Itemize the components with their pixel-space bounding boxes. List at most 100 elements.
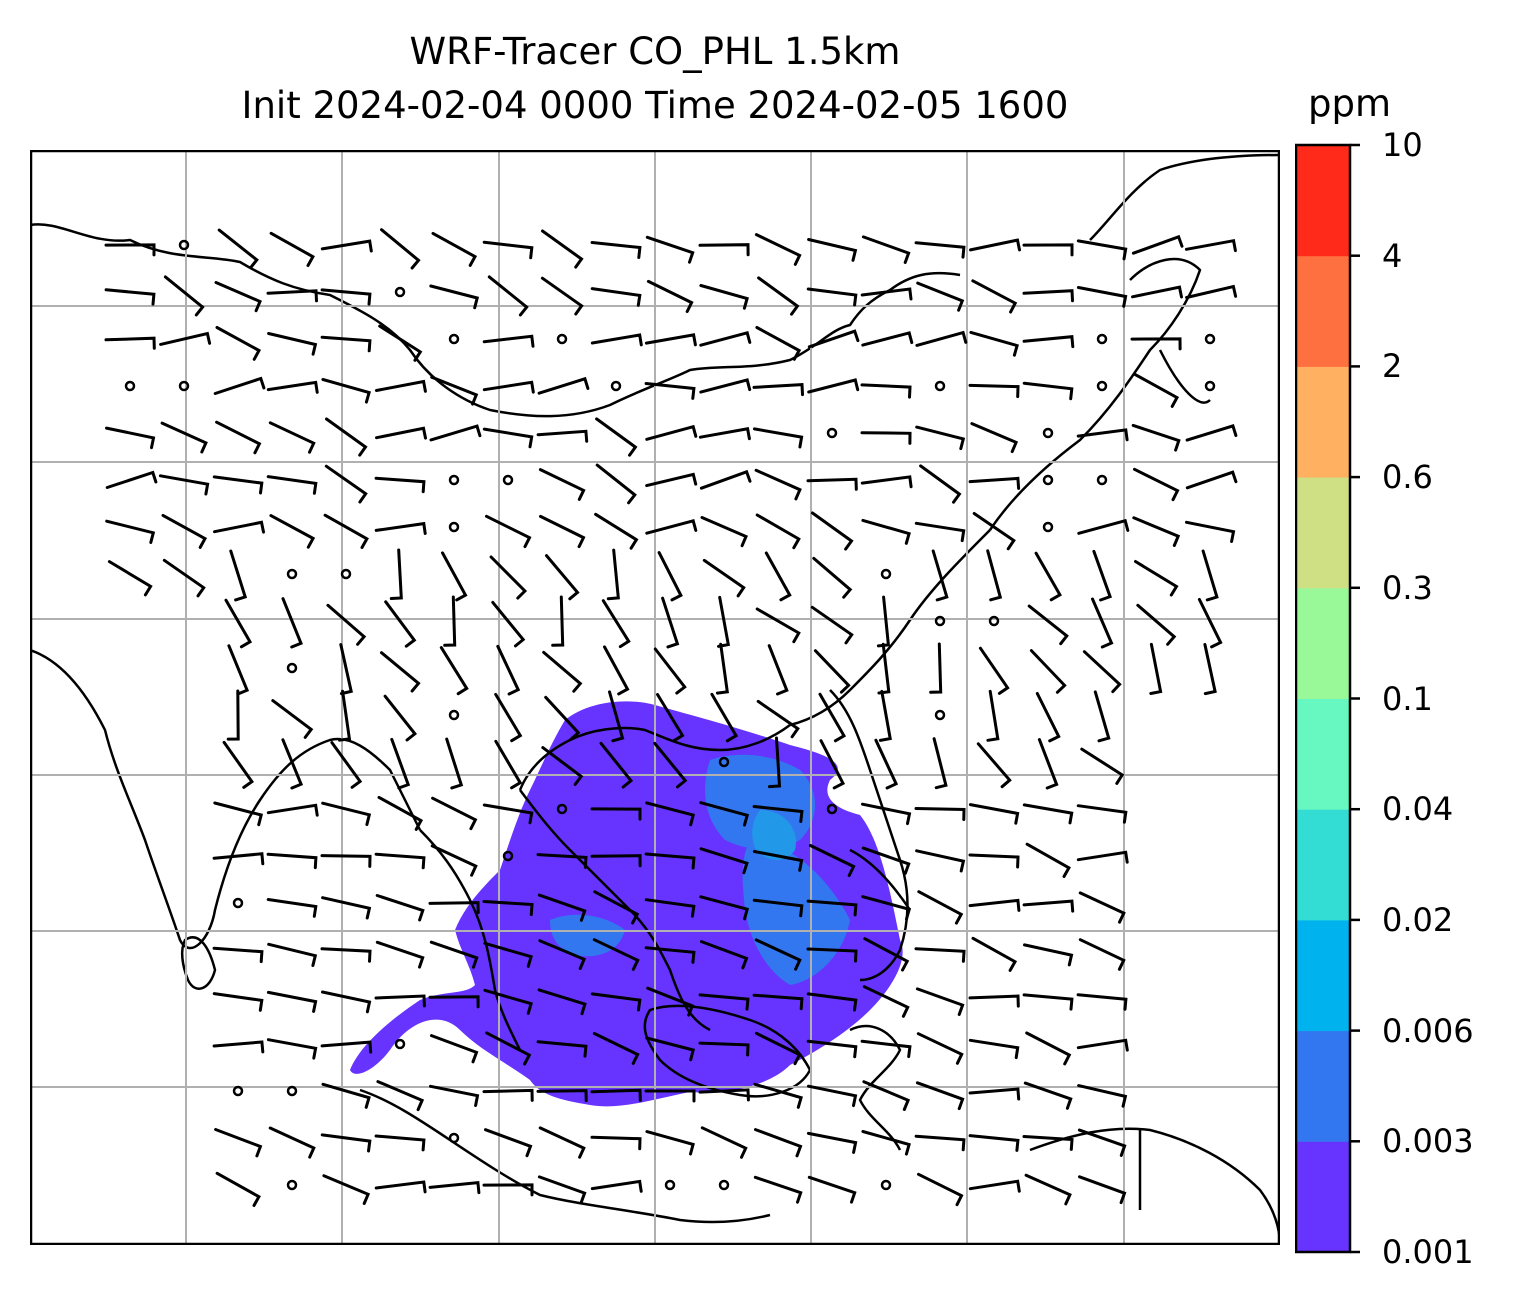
wind-barb xyxy=(754,1128,803,1158)
wind-barb xyxy=(1133,372,1180,408)
wind-barb xyxy=(158,474,210,496)
wind-barb xyxy=(430,375,479,406)
wind-barb xyxy=(1080,747,1125,785)
wind-barb xyxy=(818,692,847,743)
wind-barb xyxy=(1023,943,1074,967)
wind-barb xyxy=(986,549,1003,602)
wind-barb xyxy=(266,898,318,918)
wind-barb xyxy=(429,1084,480,1107)
wind-barb xyxy=(595,463,637,505)
wind-barb xyxy=(860,383,912,399)
wind-barb xyxy=(752,383,804,397)
wind-barb xyxy=(484,1128,533,1158)
coastline-india xyxy=(30,648,422,950)
wind-barb xyxy=(752,427,804,449)
wind-barb xyxy=(389,548,403,600)
calm-wind-marker xyxy=(232,1085,244,1097)
wind-barb xyxy=(806,992,858,1012)
calm-wind-marker xyxy=(880,568,892,580)
wind-barb xyxy=(806,1039,858,1059)
wind-barb xyxy=(104,288,156,306)
calm-wind-marker xyxy=(934,709,946,721)
wind-barb xyxy=(753,1175,803,1204)
calm-wind-marker xyxy=(718,1179,730,1191)
wind-barb xyxy=(537,376,590,395)
wind-barb xyxy=(755,1031,802,1066)
wind-barb xyxy=(269,231,315,267)
wind-barb xyxy=(266,803,319,817)
calm-wind-marker xyxy=(718,756,730,768)
wind-barb xyxy=(482,1183,534,1197)
calm-wind-marker xyxy=(286,1179,298,1191)
wind-barb xyxy=(160,421,208,454)
wind-barb xyxy=(644,898,696,918)
calm-wind-marker xyxy=(502,474,514,486)
colorbar-segment xyxy=(1295,255,1350,367)
colorbar-tick-label: 0.001 xyxy=(1382,1233,1474,1271)
wind-barb xyxy=(753,1082,803,1109)
wind-barb xyxy=(1022,1135,1074,1151)
wind-barb xyxy=(860,1039,912,1059)
wind-barb xyxy=(806,1131,858,1154)
coastline-se-china xyxy=(518,529,991,791)
wind-barb xyxy=(754,233,802,266)
wind-barb xyxy=(482,1088,534,1102)
wind-barb xyxy=(374,1180,427,1194)
wind-barb xyxy=(445,737,464,790)
wind-barb xyxy=(755,513,801,550)
calm-wind-marker xyxy=(934,615,946,627)
wind-barb xyxy=(715,642,729,695)
wind-barb xyxy=(860,431,912,445)
wind-barb xyxy=(105,470,158,489)
wind-barb xyxy=(806,287,858,307)
colorbar-canvas xyxy=(1294,143,1360,1254)
wind-barb xyxy=(1076,993,1128,1011)
calm-wind-marker xyxy=(826,803,838,815)
wind-barb xyxy=(380,651,421,693)
wind-barb xyxy=(1092,549,1113,602)
wind-barb xyxy=(699,469,752,490)
wind-barb xyxy=(227,644,250,696)
wind-barb xyxy=(968,383,1020,399)
wind-barb xyxy=(1134,560,1179,597)
wind-barb xyxy=(914,1134,966,1152)
wind-barb xyxy=(874,738,899,790)
wind-barb xyxy=(339,643,353,696)
wind-barb xyxy=(929,642,943,694)
calm-wind-marker xyxy=(448,474,460,486)
colorbar-segment xyxy=(1295,919,1350,1032)
wind-barb xyxy=(496,644,521,696)
calm-wind-marker xyxy=(664,1179,676,1191)
wind-barb xyxy=(217,228,259,270)
wind-barb xyxy=(590,992,642,1012)
wind-barb xyxy=(375,894,425,922)
wind-barb xyxy=(698,1041,750,1057)
wind-barb xyxy=(1029,649,1067,694)
wind-barb xyxy=(819,739,846,790)
wind-barb xyxy=(215,420,262,455)
coastline-sri-lanka xyxy=(180,936,217,990)
wind-barb xyxy=(764,551,792,602)
colorbar-segment xyxy=(1295,698,1350,810)
wind-barb xyxy=(860,475,913,489)
wind-barb xyxy=(544,695,581,741)
wind-barb xyxy=(491,600,526,648)
wind-barb xyxy=(645,235,695,264)
wind-barb xyxy=(1185,520,1236,543)
wind-barb xyxy=(538,468,586,501)
wind-barb xyxy=(482,900,534,916)
plume-0.006-region xyxy=(752,810,796,860)
wind-barb xyxy=(752,993,804,1011)
wind-barb xyxy=(968,994,1020,1008)
wind-barb xyxy=(267,332,318,356)
wind-barb xyxy=(536,1089,588,1103)
wind-barb xyxy=(644,946,696,964)
wind-barb xyxy=(806,899,858,917)
wind-barb xyxy=(699,284,749,310)
wind-barb xyxy=(266,380,319,394)
wind-barb xyxy=(917,890,964,925)
wind-barb xyxy=(1077,1084,1128,1108)
wind-barb xyxy=(968,476,1021,490)
wind-barb xyxy=(861,235,911,264)
wind-barb xyxy=(1078,891,1126,924)
